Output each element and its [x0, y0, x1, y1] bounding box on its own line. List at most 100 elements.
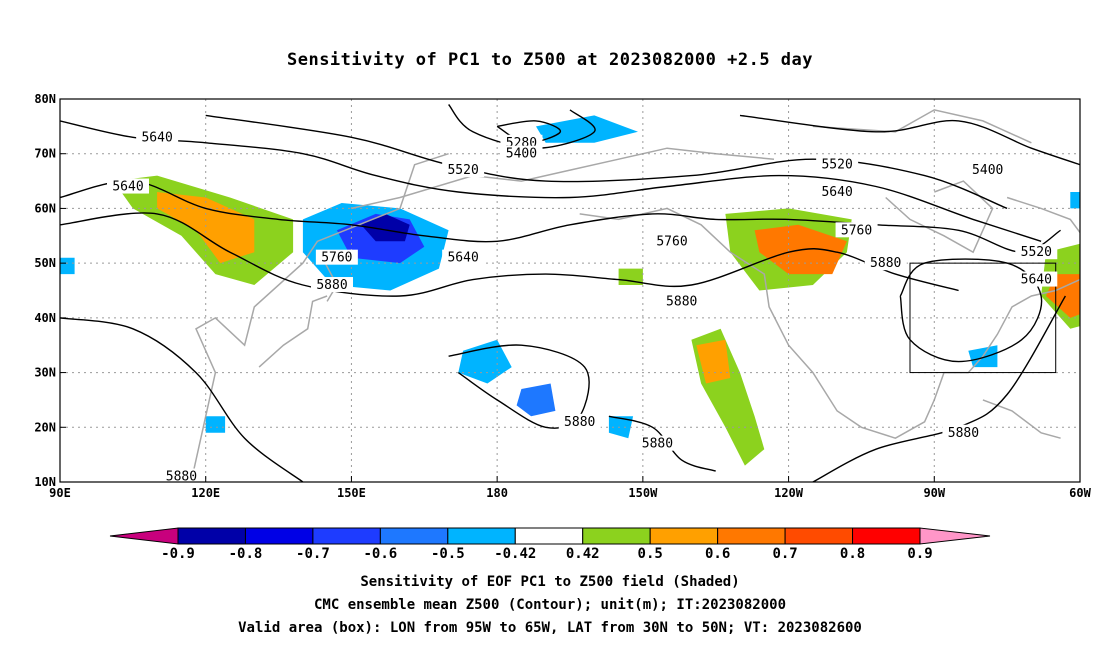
contour-label-6: 5400: [972, 163, 1003, 178]
colorbar-label-10: 0.8: [840, 546, 865, 560]
shaded-region-8: [60, 257, 75, 275]
colorbar-swatch-10: [852, 527, 921, 545]
shaded-region-3: [536, 115, 638, 143]
contour-label-4: 5520: [447, 163, 478, 178]
lon-tick-label: 90E: [49, 486, 71, 500]
contour-label-3: 5400: [506, 147, 537, 162]
contour-label-bg: [500, 145, 543, 161]
contour-label-bg: [160, 468, 203, 484]
z500-contour-7: [739, 114, 1080, 166]
footer-line-2: CMC ensemble mean Z500 (Contour); unit(m…: [313, 597, 786, 613]
lat-tick-label: 20N: [34, 420, 56, 434]
lon-tick-label: 150W: [628, 486, 658, 500]
sensitivity-shading: [60, 115, 1080, 466]
contour-label-8: 5640: [447, 251, 478, 266]
colorbar-swatch-6: [582, 527, 651, 545]
colorbar-label-6: 0.42: [566, 546, 600, 560]
contour-label-bg: [442, 249, 485, 265]
valid-area-rect: [909, 262, 1057, 374]
contour-label-bg: [107, 178, 149, 194]
coastline-3: [351, 147, 775, 210]
colorbar-swatch-8: [717, 527, 786, 545]
lon-tick-label: 60W: [1069, 486, 1091, 500]
contour-label-9: 5760: [321, 251, 352, 266]
colorbar-swatch-4: [447, 527, 516, 545]
contour-label-bg: [442, 162, 485, 178]
lon-tick-label: 120E: [191, 486, 220, 500]
contour-label-bg: [311, 277, 353, 293]
contour-label-0: 5640: [141, 130, 172, 145]
coastline-0: [190, 152, 449, 482]
lat-tick-label: 70N: [34, 147, 56, 161]
contour-label-19: 5880: [948, 426, 979, 441]
contour-label-12: 5760: [841, 223, 872, 238]
colorbar-swatch-0: [177, 527, 246, 545]
shaded-region-7: [608, 416, 634, 439]
contour-label-14: 5880: [666, 294, 697, 309]
lon-tick-label: 120W: [774, 486, 804, 500]
lat-tick-label: 50N: [34, 256, 56, 270]
z500-contour-2: [60, 120, 1042, 242]
z500-contour-3: [205, 114, 1008, 210]
footer-line-1: Sensitivity of EOF PC1 to Z500 field (Sh…: [360, 574, 740, 590]
colorbar-high-triangle: [919, 527, 991, 545]
shaded-region-12: [157, 192, 255, 264]
contour-label-bg: [966, 162, 1009, 178]
colorbar-label-5: -0.42: [494, 546, 536, 560]
z500-contour-11: [812, 295, 1067, 482]
contour-label-bg: [816, 184, 859, 200]
colorbar-label-9: 0.7: [772, 546, 797, 560]
z500-contour-8: [60, 317, 304, 482]
contour-label-18: 5880: [642, 437, 673, 452]
map-title: Sensitivity of PC1 to Z500 at 2023082000…: [286, 50, 813, 70]
coastline-4: [579, 207, 1080, 440]
coastline-7: [1006, 196, 1080, 280]
contour-label-bg: [1015, 271, 1058, 287]
lat-tick-label: 80N: [34, 92, 56, 106]
contour-label-17: 5880: [564, 415, 595, 430]
colorbar: -0.9 -0.8 -0.7 -0.6 -0.5 -0.42 0.42 0.5 0.6 0.7 0.…: [109, 527, 991, 560]
z500-contours: [60, 104, 1080, 482]
coastline-8: [812, 109, 1032, 144]
lon-tick-label: 180: [486, 486, 508, 500]
lat-tick-label: 10N: [34, 475, 56, 489]
shaded-region-9: [1070, 192, 1080, 209]
coastline-6: [982, 399, 1061, 439]
colorbar-label-11: 0.9: [907, 546, 932, 560]
colorbar-swatch-7: [649, 527, 719, 545]
colorbar-label-2: -0.7: [296, 546, 330, 560]
colorbar-label-0: -0.9: [161, 546, 195, 560]
contour-label-11: 5760: [656, 234, 687, 249]
contour-label-bg: [558, 413, 601, 429]
lat-tick-label: 30N: [34, 366, 56, 380]
colorbar-label-4: -0.5: [431, 546, 465, 560]
lon-tick-label: 150E: [337, 486, 366, 500]
colorbar-swatch-2: [312, 527, 381, 545]
contour-label-bg: [864, 255, 907, 271]
shaded-region-2: [361, 213, 410, 242]
colorbar-low-triangle: [109, 527, 179, 545]
contour-label-bg: [816, 156, 859, 172]
z500-contour-0: [60, 212, 959, 297]
contour-label-20: 5880: [166, 470, 197, 485]
colorbar-label-8: 0.6: [705, 546, 730, 560]
contour-label-bg: [942, 424, 985, 440]
contour-label-15: 5520: [1021, 245, 1052, 260]
shaded-region-5: [516, 383, 556, 417]
lat-tick-label: 40N: [34, 311, 56, 325]
coastline-1: [258, 295, 328, 368]
contour-label-1: 5640: [112, 180, 143, 195]
z500-contour-6: [899, 258, 1043, 363]
contour-label-bg: [660, 293, 703, 309]
contour-label-bg: [1015, 244, 1058, 260]
contour-label-bg: [636, 435, 679, 451]
lat-lon-grid: [60, 99, 1080, 482]
lon-tick-label: 90W: [923, 486, 945, 500]
z500-contour-1: [60, 180, 1061, 253]
contour-label-bg: [136, 129, 179, 145]
colorbar-label-7: 0.5: [638, 546, 663, 560]
colorbar-swatch-9: [784, 527, 854, 545]
